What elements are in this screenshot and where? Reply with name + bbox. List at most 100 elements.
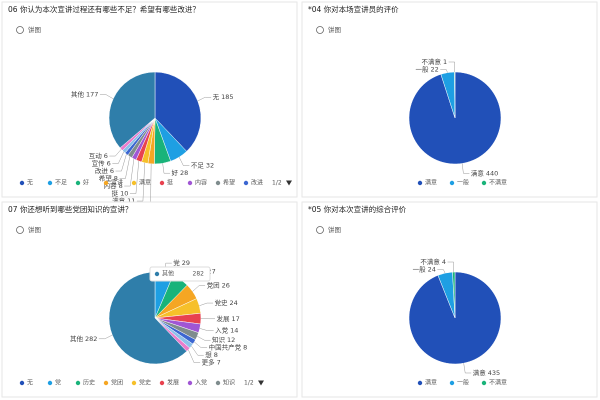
leader-line (124, 158, 135, 187)
slice-name: 改进 (95, 166, 109, 175)
slice-label: 满意 435 (473, 368, 500, 377)
pie-slice[interactable] (452, 271, 456, 319)
legend-marker[interactable] (187, 180, 193, 186)
legend-next[interactable] (286, 180, 292, 186)
slice-name: 发展 (216, 314, 230, 323)
legend-marker[interactable] (449, 380, 455, 386)
slice-name: 中国共产党 (209, 343, 242, 352)
legend-label[interactable]: 希望 (223, 179, 235, 187)
legend-label[interactable]: 满意 (425, 179, 437, 187)
slice-value: 8 (114, 175, 118, 183)
legend-label[interactable]: 不满意 (489, 179, 507, 187)
slice-label: 不满意 4 (420, 257, 446, 266)
pie-slice[interactable] (108, 271, 188, 365)
legend-marker[interactable] (481, 380, 487, 386)
slice-name: 想 (205, 350, 212, 359)
legend-marker[interactable] (103, 180, 109, 186)
tooltip-marker (154, 271, 160, 277)
legend-marker[interactable] (19, 180, 25, 186)
legend-label[interactable]: 满意 (425, 379, 437, 387)
legend-marker[interactable] (481, 180, 487, 186)
chart-type[interactable]: 饼图 (328, 225, 341, 234)
legend-label[interactable]: 好 (83, 179, 89, 187)
tooltip-value: 282 (193, 271, 205, 278)
legend-marker[interactable] (159, 380, 165, 386)
legend-marker[interactable] (131, 380, 137, 386)
slice-value: 177 (86, 91, 98, 99)
pie-slice[interactable] (108, 71, 156, 149)
leader-line (98, 334, 113, 340)
legend-marker[interactable] (243, 180, 249, 186)
legend-marker[interactable] (47, 180, 53, 186)
legend-marker[interactable] (75, 380, 81, 386)
slice-value: 8 (214, 351, 218, 359)
slice-label: 挺 10 (112, 189, 129, 198)
slice-name: 党史 (215, 298, 229, 307)
legend-label[interactable]: 满意 (139, 179, 151, 187)
slice-value: 11 (127, 197, 135, 205)
leader-line (437, 269, 446, 274)
slice-label: 党史 24 (215, 298, 238, 307)
legend-label[interactable]: 无 (27, 180, 33, 187)
legend-label[interactable]: 无 (27, 380, 33, 387)
slice-name: 党团 (207, 281, 220, 290)
leader-line (448, 61, 455, 73)
leader-line (178, 157, 190, 166)
legend-marker[interactable] (75, 180, 81, 186)
legend-label[interactable]: 一般 (457, 179, 469, 187)
slice-value: 6 (110, 167, 114, 175)
slice-label: 其他 282 (70, 334, 97, 343)
slice-value: 435 (488, 369, 500, 377)
slice-label: 满意 11 (112, 196, 135, 205)
legend-marker[interactable] (187, 380, 193, 386)
legend-label[interactable]: 党史 (139, 379, 151, 387)
chart-type[interactable]: 饼图 (28, 225, 41, 234)
leader-line (115, 153, 127, 172)
slice-label: 改进 6 (95, 166, 114, 175)
legend-label[interactable]: 挺 (167, 179, 173, 187)
chart-type[interactable]: 饼图 (28, 25, 41, 34)
legend-marker[interactable] (47, 380, 53, 386)
slice-label: 宣传 6 (92, 159, 111, 168)
slice-value: 282 (85, 335, 97, 343)
question-title: 07 你还想听到哪些党团知识的宣讲？ (8, 204, 132, 214)
legend-marker[interactable] (215, 380, 221, 386)
legend-label[interactable]: 党团 (111, 379, 123, 387)
legend-label[interactable]: 内容 (195, 179, 207, 187)
slice-label: 其他 177 (71, 90, 98, 99)
slice-value: 14 (230, 327, 238, 335)
legend-label[interactable]: 党 (55, 379, 61, 387)
chart-type[interactable]: 饼图 (328, 25, 341, 34)
legend-label[interactable]: 发展 (167, 379, 179, 387)
legend-next[interactable] (258, 380, 264, 386)
slice-label: 一般 22 (415, 65, 438, 74)
legend-marker[interactable] (103, 380, 109, 386)
legend-label[interactable]: 历史 (83, 379, 95, 387)
leader-line (136, 162, 145, 202)
slice-value: 185 (221, 93, 233, 101)
leader-line (463, 363, 472, 374)
leader-line (199, 328, 214, 331)
slice-name: 更多 (202, 358, 216, 367)
legend-marker[interactable] (417, 180, 423, 186)
legend-label[interactable]: 知识 (223, 379, 235, 387)
slice-name: 好 (171, 168, 178, 177)
slice-name: 互动 (89, 152, 103, 160)
slice-name: 无 (213, 93, 220, 101)
legend-label[interactable]: 入党 (195, 379, 207, 387)
legend-label[interactable]: 不足 (55, 180, 67, 187)
legend-label[interactable]: 一般 (457, 379, 469, 387)
legend-marker[interactable] (19, 380, 25, 386)
leader-line (440, 69, 448, 73)
slice-label: 党团 26 (207, 281, 230, 290)
slice-label: 好 28 (171, 168, 188, 177)
legend-label[interactable]: 不满意 (489, 379, 507, 387)
legend-label[interactable]: 改进 (251, 179, 263, 187)
legend-marker[interactable] (449, 180, 455, 186)
legend-label[interactable]: 宣讲 (111, 179, 123, 187)
legend-marker[interactable] (215, 180, 221, 186)
legend-marker[interactable] (417, 380, 423, 386)
legend-marker[interactable] (159, 180, 165, 186)
legend-marker[interactable] (131, 180, 137, 186)
